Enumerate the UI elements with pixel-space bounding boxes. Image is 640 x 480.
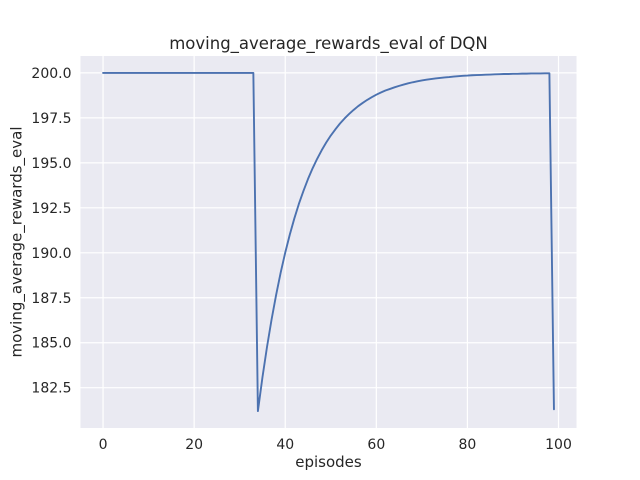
x-tick-label: 80 — [459, 437, 477, 453]
plot-background — [80, 56, 577, 428]
y-tick-label: 195.0 — [31, 156, 71, 172]
chart-title: moving_average_rewards_eval of DQN — [169, 34, 488, 53]
x-tick-label: 0 — [99, 437, 108, 453]
x-tick-label: 20 — [185, 437, 203, 453]
x-tick-label: 100 — [545, 437, 572, 453]
series-line — [102, 71, 555, 413]
x-axis-label: episodes — [295, 453, 362, 471]
y-tick-label: 190.0 — [31, 246, 71, 262]
y-axis-label: moving_average_rewards_eval — [7, 126, 26, 358]
y-tick-label: 187.5 — [31, 291, 71, 307]
y-tick-label: 200.0 — [31, 66, 71, 82]
y-tick-label: 182.5 — [31, 381, 71, 397]
x-tick-label: 40 — [276, 437, 294, 453]
x-tick-label: 60 — [367, 437, 385, 453]
y-tick-label: 192.5 — [31, 201, 71, 217]
y-tick-label: 197.5 — [31, 111, 71, 127]
y-tick-label: 185.0 — [31, 336, 71, 352]
